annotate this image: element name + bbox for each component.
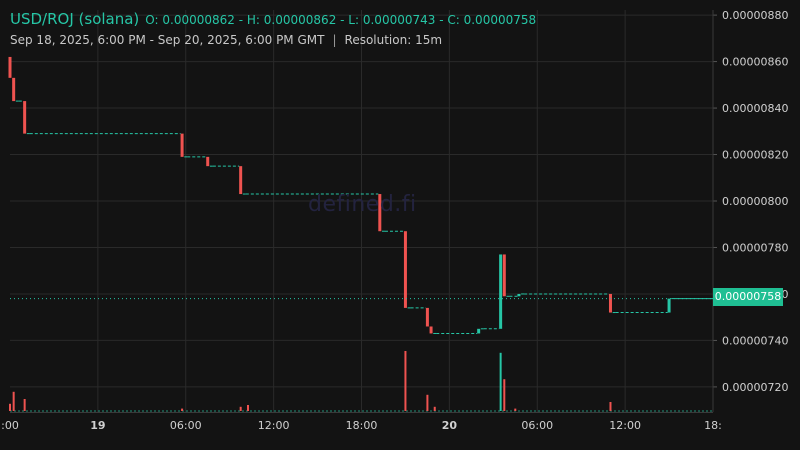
candle <box>477 328 481 334</box>
volume-bar <box>181 408 184 411</box>
close-value: 0.00000758 <box>463 13 537 27</box>
volume-bar <box>426 394 429 411</box>
candle <box>425 307 429 327</box>
watermark: defined.fi <box>308 192 417 217</box>
candle <box>12 77 16 102</box>
candle <box>403 231 407 308</box>
y-tick-label: 0.00000740 <box>722 334 788 347</box>
x-tick-label: 18:00 <box>346 419 378 432</box>
x-tick-label: 19 <box>90 419 105 432</box>
x-tick-label: 12:00 <box>609 419 641 432</box>
candle <box>429 326 433 334</box>
candle <box>667 298 671 313</box>
y-tick-label: 0.00000820 <box>722 149 788 162</box>
last-price-tag: 0.00000758 <box>713 288 783 306</box>
volume-bar <box>23 399 26 411</box>
y-tick-label: 0.00000720 <box>722 381 788 394</box>
x-tick-label: 06:00 <box>521 419 553 432</box>
volume-bar <box>609 402 612 411</box>
open-value: 0.00000862 <box>162 13 235 27</box>
volume-bar <box>514 408 517 411</box>
y-tick-label: 0.00000860 <box>722 56 788 69</box>
volume-bar <box>433 406 436 411</box>
chart-legend: USD/ROJ (solana) O: 0.00000862 - H: 0.00… <box>10 10 536 47</box>
high-label: H: <box>246 13 260 27</box>
candle <box>517 293 521 297</box>
low-value: 0.00000743 <box>362 13 436 27</box>
candle <box>180 133 184 157</box>
close-label: C: <box>447 13 460 27</box>
volume-bar <box>404 351 407 411</box>
candle <box>502 254 506 297</box>
volume-bar <box>239 406 242 411</box>
y-tick-label: 0.00000840 <box>722 102 788 115</box>
date-range: Sep 18, 2025, 6:00 PM - Sep 20, 2025, 6:… <box>10 33 325 47</box>
y-tick-label: 0.00000880 <box>722 9 788 22</box>
low-label: L: <box>348 13 360 27</box>
y-tick-label: 0.00000800 <box>722 195 788 208</box>
volume-bar <box>503 379 506 411</box>
y-tick-label: 0.00000780 <box>722 241 788 254</box>
open-label: O: <box>145 13 159 27</box>
volume-bar <box>499 352 502 411</box>
x-tick-label: 20 <box>442 419 458 432</box>
high-value: 0.00000862 <box>263 13 337 27</box>
x-tick-label: 18: <box>704 419 722 432</box>
candle <box>608 293 612 313</box>
candle <box>23 101 27 134</box>
x-tick-label: 06:00 <box>170 419 202 432</box>
pair-title: USD/ROJ (solana) <box>10 10 140 28</box>
candle <box>378 194 382 232</box>
header-separator: | <box>332 33 337 47</box>
candle <box>8 56 12 78</box>
candle <box>206 156 210 167</box>
volume-bar <box>9 403 11 411</box>
x-tick-label: 12:00 <box>258 419 290 432</box>
candle <box>499 254 503 329</box>
volume-bar <box>12 391 15 411</box>
volume-bar <box>246 405 249 411</box>
ohlc-readout: O: 0.00000862 - H: 0.00000862 - L: 0.000… <box>145 13 537 27</box>
x-tick-label: :00 <box>1 419 19 432</box>
resolution-label: Resolution: 15m <box>344 33 443 47</box>
candle <box>239 166 243 195</box>
